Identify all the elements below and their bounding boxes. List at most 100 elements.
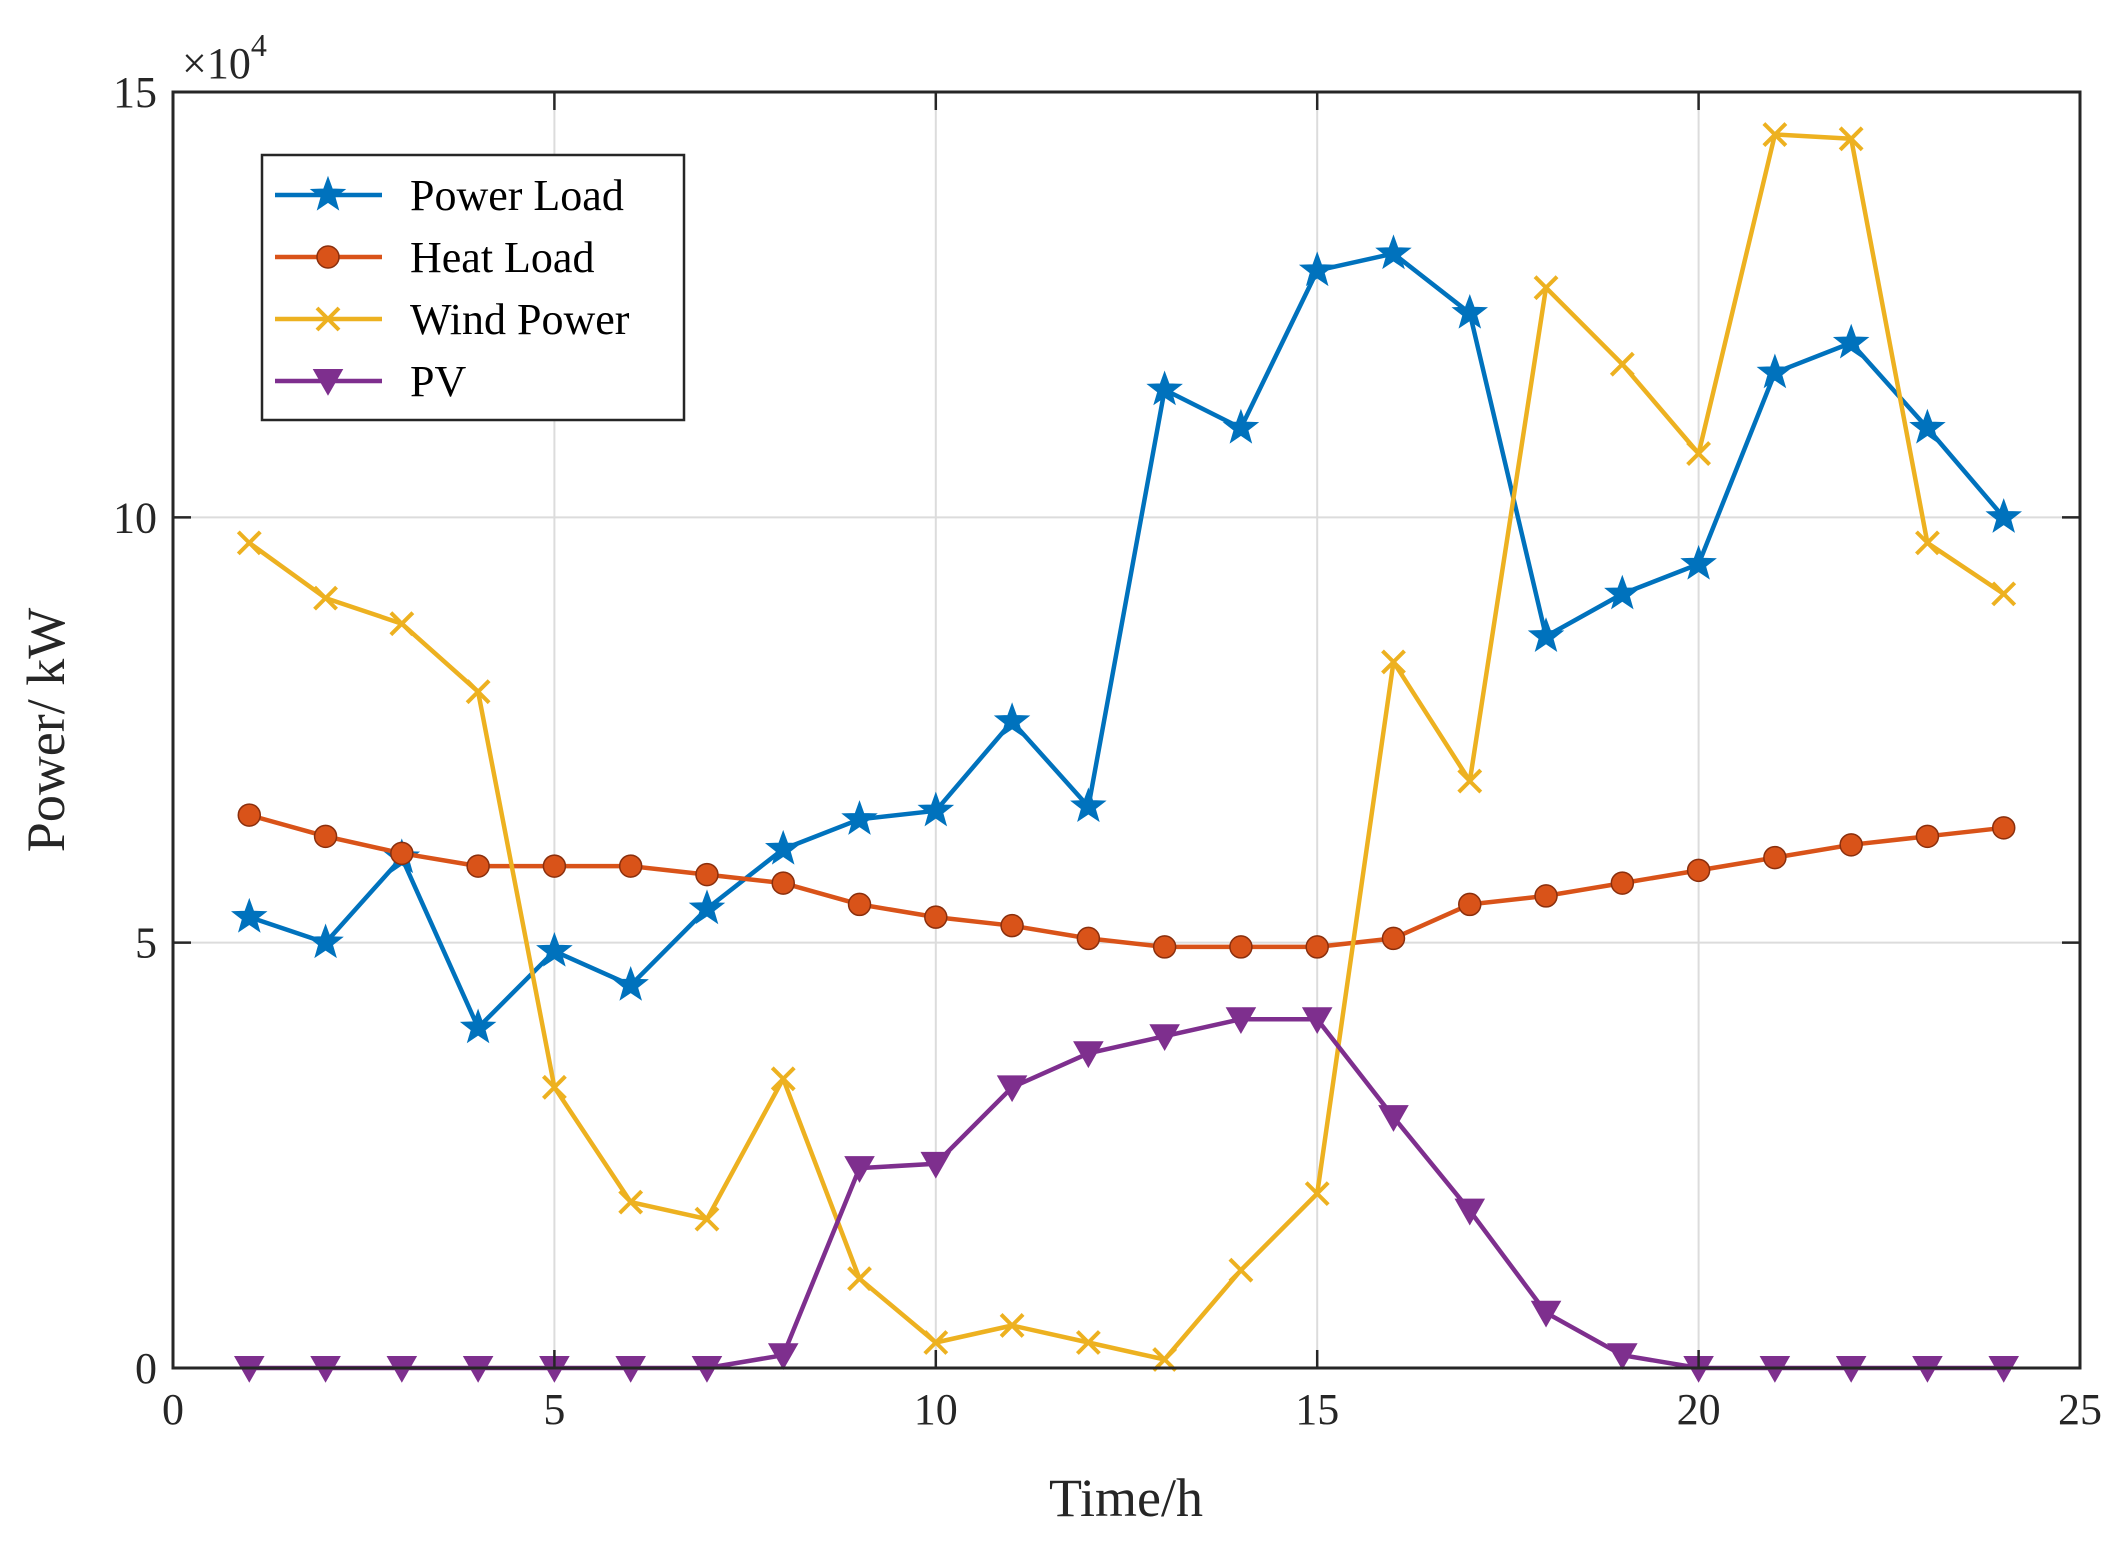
data-point	[1610, 871, 1635, 895]
tick-labels: 0 5 10 15 20 25 0 5 10 15	[113, 68, 2102, 1434]
data-point	[1075, 1330, 1101, 1355]
data-point	[231, 897, 268, 933]
series-power-load	[231, 234, 2022, 1044]
data-point	[612, 966, 649, 1001]
data-point	[1229, 935, 1253, 959]
x-tick-label: 5	[543, 1385, 565, 1434]
data-point	[541, 1074, 567, 1100]
data-point	[1070, 787, 1107, 823]
legend-marker	[309, 175, 347, 211]
data-point	[536, 932, 573, 967]
data-point	[1533, 275, 1559, 301]
data-point	[1304, 1181, 1330, 1207]
data-point	[1915, 824, 1940, 849]
data-point	[996, 1075, 1028, 1103]
data-point	[1756, 353, 1794, 389]
data-point	[1225, 1007, 1257, 1035]
data-point	[999, 1313, 1025, 1338]
data-point	[1762, 122, 1788, 147]
data-point	[1454, 1198, 1486, 1226]
data-point	[1228, 1257, 1254, 1283]
x-tick-label: 0	[162, 1385, 184, 1434]
data-point	[841, 800, 878, 835]
series-line	[247, 132, 2005, 1362]
legend-label: Heat Load	[410, 233, 594, 282]
data-point	[1838, 126, 1864, 152]
y-exponent-power: 4	[251, 27, 267, 63]
data-point	[237, 803, 262, 827]
data-point	[542, 854, 567, 878]
data-point	[1378, 1105, 1409, 1132]
data-point	[313, 824, 338, 849]
data-point	[765, 829, 802, 865]
data-point	[1763, 845, 1787, 870]
data-point	[313, 585, 338, 611]
data-point	[236, 530, 262, 556]
y-axis-title: Power/ kW	[16, 608, 76, 852]
legend-item: Heat Load	[275, 233, 594, 282]
data-point	[993, 702, 1031, 737]
x-tick-label: 20	[1677, 1385, 1721, 1434]
data-point	[1305, 935, 1329, 959]
legend-label: Wind Power	[410, 295, 630, 344]
y-tick-label: 10	[113, 493, 157, 542]
series-heat-load	[237, 803, 2016, 959]
data-point	[1527, 617, 1565, 652]
data-point	[1000, 913, 1024, 938]
data-point	[920, 1151, 952, 1179]
data-point	[1609, 351, 1635, 377]
data-point	[1457, 768, 1483, 794]
data-point	[1301, 1007, 1333, 1035]
y-tick-label: 15	[113, 68, 157, 117]
legend: Power Load Heat Load Wind Power PV	[260, 153, 686, 422]
data-point	[1604, 574, 1641, 610]
y-exponent-label: ×104	[182, 27, 267, 88]
legend-item: Power Load	[275, 171, 624, 220]
data-point	[466, 854, 490, 878]
x-axis-title: Time/h	[1049, 1468, 1203, 1528]
data-point	[1680, 544, 1717, 580]
y-tick-label: 5	[135, 919, 157, 968]
data-point	[1686, 858, 1711, 883]
data-point	[1991, 816, 2016, 840]
data-point	[618, 854, 643, 878]
data-point	[1991, 581, 2017, 607]
data-point	[1076, 926, 1101, 951]
ticks	[171, 90, 2082, 1370]
data-point	[688, 889, 726, 925]
legend-label: PV	[410, 357, 466, 406]
data-point	[1451, 294, 1488, 329]
series-line	[248, 251, 2006, 1030]
legend-item: PV	[275, 357, 466, 406]
data-point	[847, 892, 872, 917]
data-point	[847, 1266, 872, 1292]
data-point	[1534, 884, 1558, 908]
data-point	[1458, 892, 1482, 917]
data-point	[1607, 1343, 1638, 1371]
data-point	[1915, 530, 1940, 556]
data-point	[1152, 935, 1177, 959]
legend-label: Power Load	[410, 171, 624, 220]
data-point	[1985, 498, 2022, 533]
x-tick-label: 10	[914, 1385, 958, 1434]
data-point	[389, 611, 415, 637]
data-point	[1839, 833, 1863, 857]
data-point	[695, 862, 719, 887]
series-layer	[231, 122, 2022, 1383]
data-point	[1375, 234, 1412, 270]
legend-item: Wind Power	[275, 295, 630, 344]
data-point	[1298, 251, 1336, 287]
x-tick-label: 15	[1295, 1385, 1339, 1434]
legend-marker	[315, 306, 341, 332]
data-point	[1149, 1024, 1180, 1052]
data-point	[465, 679, 491, 705]
y-tick-label: 0	[135, 1344, 157, 1393]
data-point	[844, 1156, 875, 1183]
legend-marker	[312, 369, 344, 396]
data-point	[618, 1189, 644, 1215]
data-point	[1381, 649, 1406, 675]
data-point	[924, 905, 948, 929]
data-point	[923, 1330, 949, 1355]
data-point	[1381, 926, 1406, 951]
